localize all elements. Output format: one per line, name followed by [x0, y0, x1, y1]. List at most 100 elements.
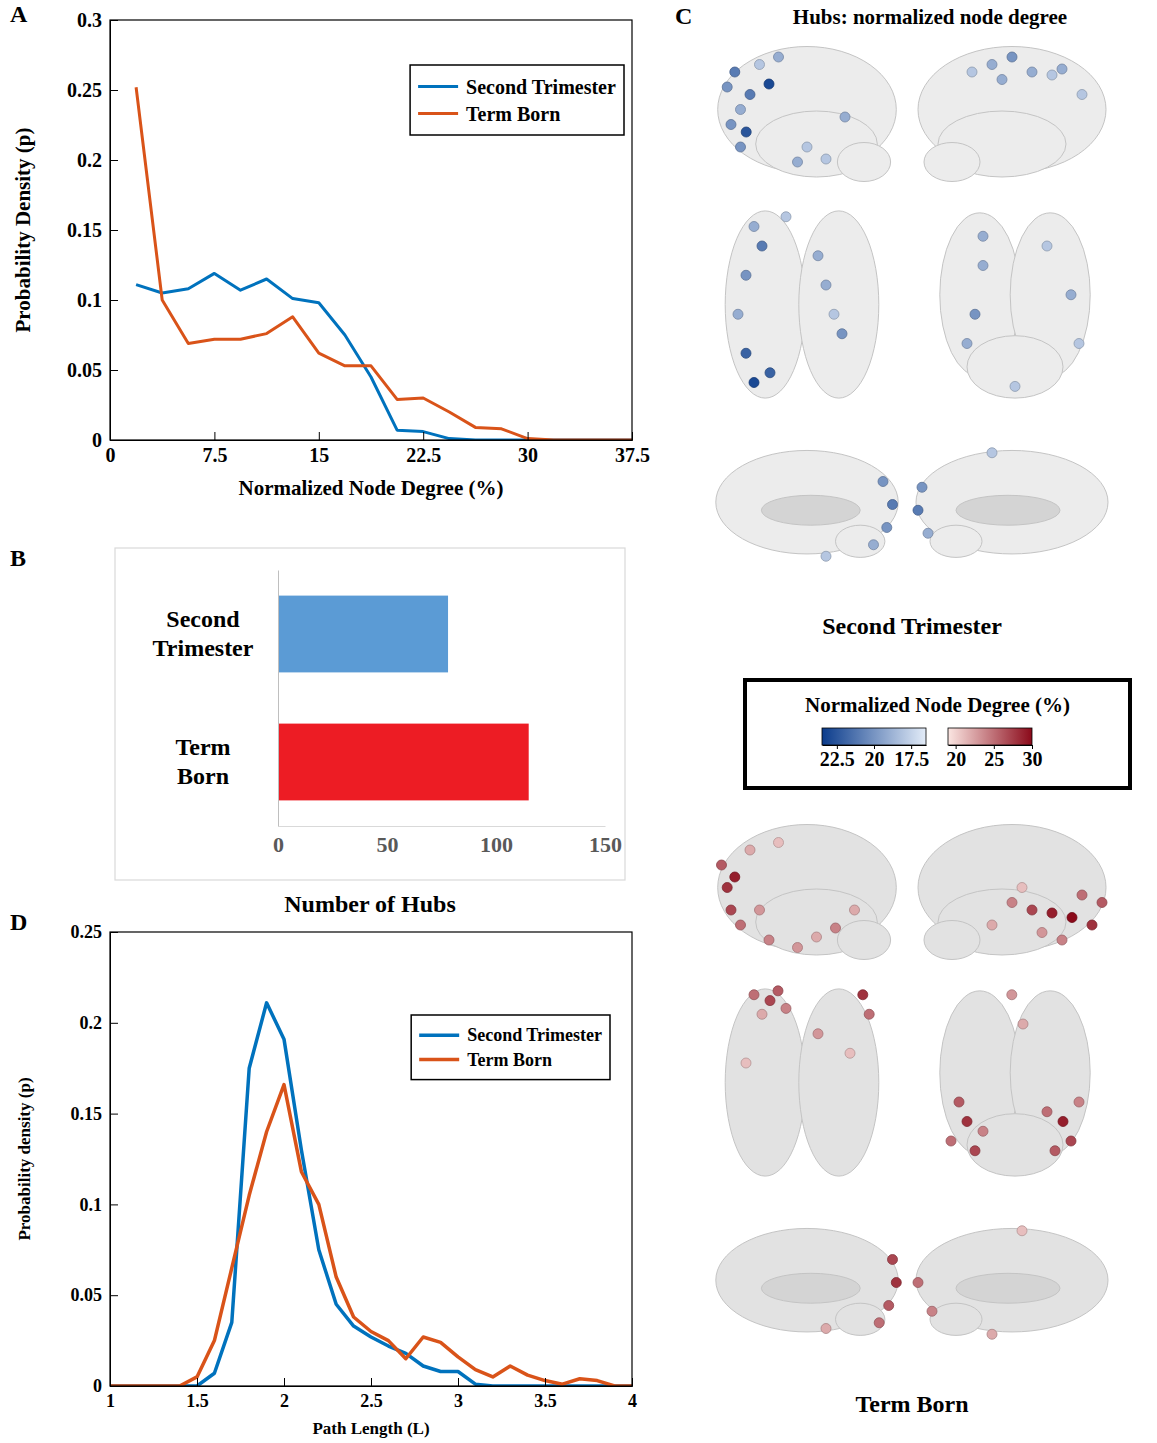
- hub-dots: [987, 883, 1107, 946]
- hub-dot: [987, 920, 997, 930]
- hub-dot: [1097, 898, 1107, 908]
- tick-label: 3.5: [534, 1391, 557, 1411]
- tick-mark: [110, 1204, 118, 1205]
- tick-mark: [458, 1378, 459, 1386]
- hub-dot: [962, 339, 972, 349]
- tick-label: 0.25: [71, 922, 103, 942]
- hub-maps: Hubs: normalized node degreeSecond Trime…: [716, 5, 1130, 1417]
- group-label: Term Born: [855, 1391, 968, 1417]
- tick-label: 100: [480, 832, 513, 857]
- hub-dot: [987, 448, 997, 458]
- tick-mark: [319, 432, 320, 440]
- hub-dot: [821, 551, 831, 561]
- tick-label: 150: [589, 832, 622, 857]
- hub-dots: [722, 52, 850, 167]
- axis-line: [111, 432, 633, 441]
- hub-dot: [764, 935, 774, 945]
- hub-dot: [831, 923, 841, 933]
- tick: 22.5: [820, 745, 855, 770]
- hub-dot: [1027, 905, 1037, 915]
- tick: 30: [1023, 745, 1043, 770]
- legend-box: [411, 1015, 610, 1080]
- tick: 3.5: [534, 1378, 557, 1411]
- plot-frame: [110, 932, 632, 1386]
- axis-line: [279, 826, 606, 827]
- hub-dot: [741, 270, 751, 280]
- plot-marks: [136, 87, 632, 440]
- series-line: [136, 87, 632, 440]
- series-line: [136, 273, 632, 440]
- hub-dot: [1042, 1107, 1052, 1117]
- hub-dot: [1077, 890, 1087, 900]
- tick: 150: [589, 826, 622, 857]
- tick-label: 0: [92, 429, 102, 451]
- chart-frame: [115, 548, 625, 880]
- tick-label: 0.1: [80, 1195, 103, 1215]
- hub-dots: [946, 990, 1084, 1156]
- brain-surface: [836, 1303, 885, 1335]
- hub-dot: [888, 1255, 898, 1265]
- hub-dots: [821, 477, 898, 562]
- axis-line: [949, 745, 1033, 746]
- hub-dot: [1017, 1226, 1027, 1236]
- tick-label: 1.5: [186, 1391, 209, 1411]
- tick: 0.2: [77, 149, 118, 171]
- tick-mark: [632, 432, 633, 440]
- tick-mark: [284, 1378, 285, 1386]
- brain-view: [940, 213, 1090, 398]
- tick: 1.5: [186, 1378, 209, 1411]
- hub-dot: [967, 67, 977, 77]
- hub-dot: [755, 60, 765, 70]
- hub-dot: [869, 540, 879, 550]
- figure-svg: 07.51522.53037.500.050.10.150.20.250.3No…: [0, 0, 1157, 1443]
- tick-mark: [545, 1378, 546, 1386]
- brain-view: [940, 990, 1090, 1176]
- hub-dots: [741, 986, 874, 1068]
- brain-inner: [956, 1273, 1060, 1303]
- tick-mark: [110, 440, 118, 441]
- tick: 20: [946, 745, 966, 770]
- tick-label: 1: [106, 1391, 115, 1411]
- hub-dots: [967, 52, 1087, 100]
- plot-marks: [110, 1003, 632, 1386]
- colorbar-box: [745, 680, 1130, 788]
- colorbar-axis: 202530: [946, 745, 1042, 770]
- hub-dots: [821, 1255, 901, 1334]
- brain-surface: [799, 211, 879, 398]
- plot-frame: [110, 20, 632, 440]
- hub-dot: [1058, 1117, 1068, 1127]
- brain-surface: [930, 1303, 982, 1335]
- hub-dot: [837, 329, 847, 339]
- hub-dot: [741, 1058, 751, 1068]
- colorbar: [948, 728, 1032, 745]
- hub-dot: [997, 75, 1007, 85]
- hub-dots: [913, 1226, 1027, 1340]
- hub-dot: [774, 838, 784, 848]
- legend-label: Second Trimester: [466, 76, 616, 98]
- panel-label: D: [10, 909, 27, 935]
- tick: 0.05: [71, 1285, 119, 1305]
- hub-dot: [927, 1306, 937, 1316]
- tick-label-line: Second: [166, 606, 240, 632]
- hub-dot: [858, 990, 868, 1000]
- hub-dot: [793, 157, 803, 167]
- brain-surface: [930, 525, 982, 557]
- hub-dot: [1074, 339, 1084, 349]
- hub-dot: [978, 1126, 988, 1136]
- tick-label-line: Term: [175, 734, 230, 760]
- hub-dot: [1066, 290, 1076, 300]
- colorbar-title: Normalized Node Degree (%): [805, 693, 1070, 717]
- tick-label-line: Born: [177, 763, 229, 789]
- series-line: [110, 1003, 632, 1386]
- hub-dot: [730, 67, 740, 77]
- tick: 0: [273, 826, 284, 857]
- legend: Second TrimesterTerm Born: [411, 1015, 610, 1080]
- tick-label: 22.5: [406, 444, 441, 466]
- hub-dot: [741, 348, 751, 358]
- panel-label: B: [10, 545, 26, 571]
- line-chart: 07.51522.53037.500.050.10.150.20.250.3No…: [11, 9, 650, 500]
- hub-dot: [722, 883, 732, 893]
- hub-dot: [736, 142, 746, 152]
- tick-label: 20: [946, 748, 966, 770]
- brain-view: [913, 1226, 1108, 1340]
